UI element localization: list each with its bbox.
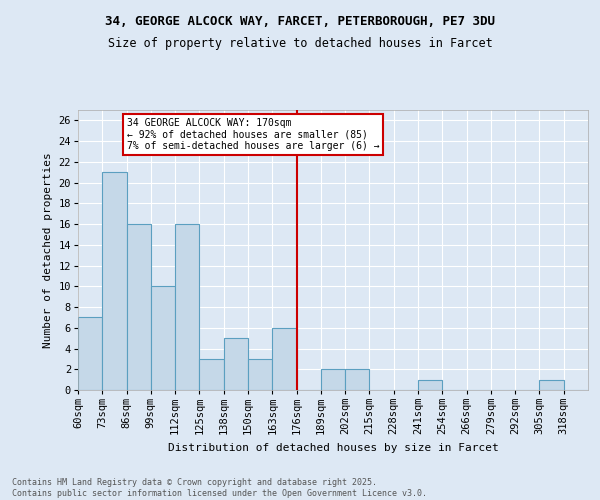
Y-axis label: Number of detached properties: Number of detached properties bbox=[43, 152, 53, 348]
Bar bbox=[224, 338, 248, 390]
Bar bbox=[248, 359, 272, 390]
Bar bbox=[321, 370, 345, 390]
Text: 34 GEORGE ALCOCK WAY: 170sqm
← 92% of detached houses are smaller (85)
7% of sem: 34 GEORGE ALCOCK WAY: 170sqm ← 92% of de… bbox=[127, 118, 379, 152]
Bar bbox=[78, 318, 102, 390]
X-axis label: Distribution of detached houses by size in Farcet: Distribution of detached houses by size … bbox=[167, 443, 499, 453]
Bar bbox=[418, 380, 442, 390]
Bar bbox=[102, 172, 127, 390]
Text: 34, GEORGE ALCOCK WAY, FARCET, PETERBOROUGH, PE7 3DU: 34, GEORGE ALCOCK WAY, FARCET, PETERBORO… bbox=[105, 15, 495, 28]
Bar bbox=[127, 224, 151, 390]
Text: Size of property relative to detached houses in Farcet: Size of property relative to detached ho… bbox=[107, 38, 493, 51]
Bar bbox=[539, 380, 564, 390]
Bar bbox=[175, 224, 199, 390]
Bar bbox=[199, 359, 224, 390]
Bar bbox=[272, 328, 296, 390]
Bar bbox=[151, 286, 175, 390]
Bar bbox=[345, 370, 370, 390]
Text: Contains HM Land Registry data © Crown copyright and database right 2025.
Contai: Contains HM Land Registry data © Crown c… bbox=[12, 478, 427, 498]
